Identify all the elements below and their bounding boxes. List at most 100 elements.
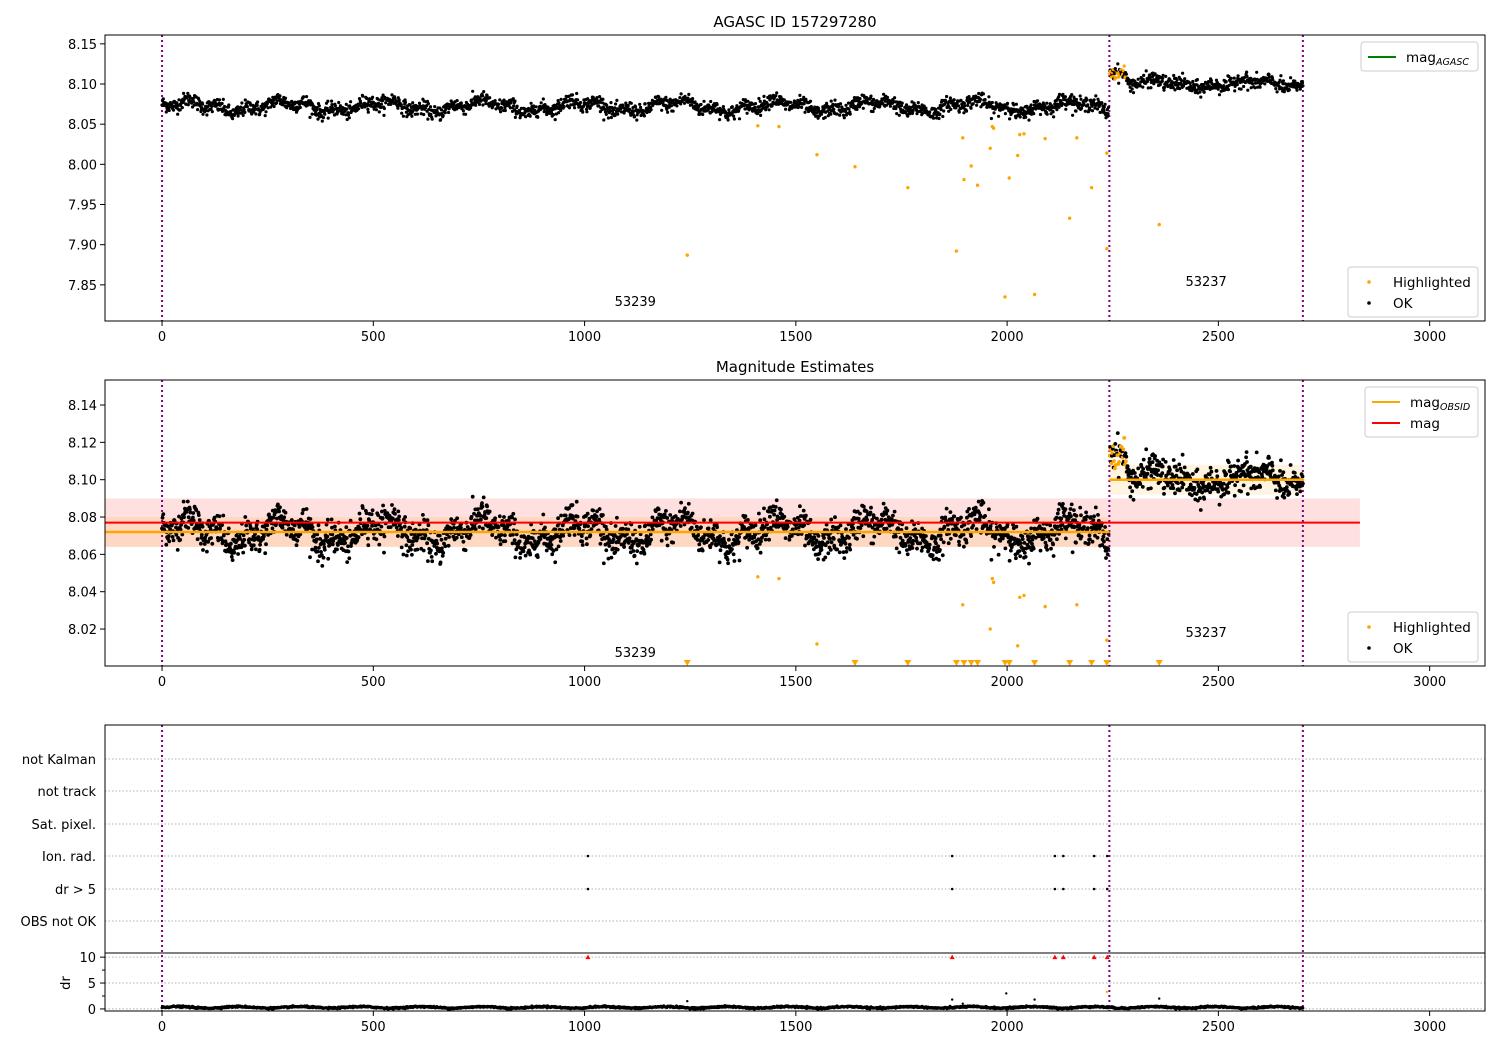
ok-point <box>585 110 589 114</box>
ok-point <box>800 105 804 109</box>
ok-point <box>239 105 243 109</box>
ok-point <box>1035 516 1040 521</box>
ok-point <box>487 509 492 514</box>
ok-point <box>188 507 192 512</box>
ok-point <box>161 512 166 517</box>
ok-point <box>397 514 402 519</box>
ok-point <box>847 107 851 111</box>
ok-point <box>567 533 572 537</box>
ok-point <box>831 537 836 541</box>
x-tick-label: 1500 <box>779 330 812 345</box>
ok-point <box>931 116 936 120</box>
ok-point <box>511 97 515 101</box>
plot-area <box>160 35 1305 321</box>
ok-point <box>347 116 351 120</box>
highlighted-point <box>988 146 992 150</box>
ok-point <box>569 103 573 107</box>
ok-point <box>945 94 949 99</box>
ok-point <box>1091 518 1096 523</box>
ok-point <box>164 542 169 547</box>
ok-point <box>1038 112 1043 117</box>
ok-point <box>349 100 353 104</box>
ok-point <box>1018 541 1023 546</box>
ok-point <box>915 546 919 551</box>
ok-point <box>939 537 943 542</box>
ok-point <box>1059 516 1064 521</box>
ok-point <box>473 95 477 99</box>
ok-point <box>374 537 379 542</box>
ok-point <box>575 91 579 96</box>
ok-point <box>422 112 426 117</box>
ok-point <box>1138 84 1142 88</box>
ok-point <box>790 534 794 538</box>
ok-point <box>428 105 433 109</box>
ok-point <box>954 533 958 538</box>
ok-point <box>196 108 200 112</box>
ok-point <box>1079 513 1083 518</box>
ok-point <box>753 523 758 528</box>
ok-point <box>842 556 847 560</box>
ok-point <box>1003 546 1008 551</box>
ok-point <box>357 107 361 111</box>
ok-point <box>539 101 543 105</box>
ok-point <box>258 542 262 547</box>
ok-point <box>186 103 190 107</box>
ok-point <box>883 99 887 103</box>
ok-point <box>482 90 486 94</box>
ok-point <box>232 550 237 555</box>
ok-point <box>478 517 483 522</box>
ok-point <box>475 507 480 512</box>
ok-point <box>718 548 723 553</box>
ok-point <box>199 532 204 537</box>
ok-point <box>168 527 173 532</box>
ok-point <box>1079 106 1084 110</box>
ok-point <box>365 96 369 100</box>
ok-point <box>1085 526 1090 530</box>
ok-point <box>1057 105 1061 109</box>
ok-point <box>366 110 370 114</box>
ok-point <box>899 104 904 108</box>
ok-point <box>330 103 334 107</box>
ok-point <box>1068 507 1073 511</box>
ok-point <box>1049 112 1053 116</box>
ok-point <box>270 526 275 531</box>
ok-point <box>1201 83 1205 87</box>
highlighted-point <box>1075 136 1079 140</box>
ok-point <box>1174 80 1178 84</box>
ok-point <box>601 561 606 566</box>
ok-point <box>376 97 380 101</box>
ok-point <box>730 547 734 552</box>
ok-point <box>1071 113 1075 117</box>
ok-point <box>388 525 393 529</box>
ok-point <box>983 98 987 102</box>
ok-point <box>628 107 632 111</box>
ok-point <box>439 108 444 112</box>
ok-point <box>186 91 190 95</box>
ok-point <box>499 533 504 537</box>
ok-point <box>1162 88 1166 92</box>
ok-point <box>627 536 632 541</box>
ok-point <box>1089 98 1093 102</box>
ok-point <box>835 547 839 552</box>
legend-top: magAGASC <box>1360 41 1479 72</box>
ok-point <box>1054 515 1059 520</box>
ok-point <box>1278 78 1282 82</box>
ok-point <box>1245 74 1249 78</box>
ok-point <box>253 107 258 111</box>
ok-point <box>731 552 736 557</box>
ok-point <box>411 101 415 105</box>
ok-point <box>816 557 820 561</box>
ok-point <box>202 542 207 546</box>
ok-point <box>948 96 953 100</box>
legend-label-subscript: AGASC <box>1435 57 1469 68</box>
ok-point <box>758 518 763 523</box>
ok-point <box>410 552 414 557</box>
ok-point <box>410 543 415 547</box>
ok-point <box>759 113 763 117</box>
ok-point <box>932 545 937 550</box>
ok-point <box>452 525 456 530</box>
ok-point <box>992 111 996 115</box>
ok-point <box>801 508 806 513</box>
ok-point <box>708 518 713 523</box>
ok-point <box>949 107 953 111</box>
